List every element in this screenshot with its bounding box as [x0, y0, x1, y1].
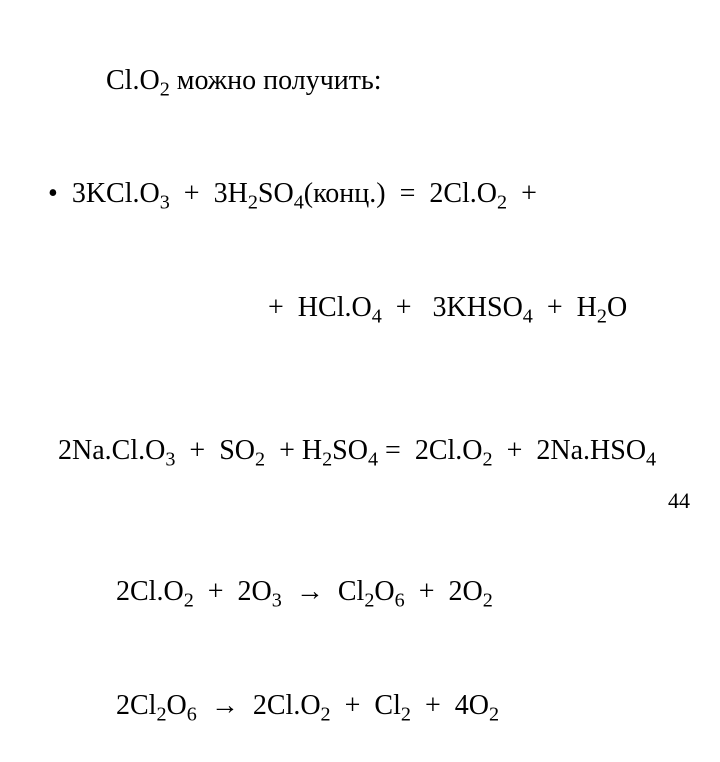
title-rest: можно получить:: [170, 65, 382, 96]
title-compound: Cl.O: [106, 65, 160, 96]
equation-3: 2Cl.O2 + 2O3 → Cl2O6 + 2O2: [88, 536, 700, 649]
title-compound-sub: 2: [160, 78, 170, 100]
equation-1-line-1: • 3KCl.O3 + 3H2SO4(конц.) = 2Cl.O2 +: [20, 137, 700, 250]
bullet: •: [48, 178, 72, 209]
slide: Cl.O2 можно получить: • 3KCl.O3 + 3H2SO4…: [0, 0, 720, 540]
eq1-l2: + HCl.O4 + 3KHSO4 + H2O: [268, 292, 627, 323]
eq2-text: 2Na.Cl.O3 + SO2 + H2SO4 = 2Cl.O2 + 2Na.H…: [58, 435, 656, 466]
eq1-l1: 3KCl.O3 + 3H2SO4(конц.) = 2Cl.O2 +: [72, 178, 537, 209]
equation-4: 2Cl2O6 → 2Cl.O2 + Cl2 + 4O2: [88, 649, 700, 762]
equation-2: 2Na.Cl.O3 + SO2 + H2SO4 = 2Cl.O2 + 2Na.H…: [30, 394, 700, 507]
eq3-text: 2Cl.O2 + 2O3 → Cl2O6 + 2O2: [116, 576, 493, 607]
page-number: 44: [668, 488, 690, 514]
eq4-text: 2Cl2O6 → 2Cl.O2 + Cl2 + 4O2: [116, 690, 499, 721]
title-line: Cl.O2 можно получить:: [78, 24, 700, 137]
equation-1-line-2: + HCl.O4 + 3KHSO4 + H2O: [240, 251, 700, 364]
